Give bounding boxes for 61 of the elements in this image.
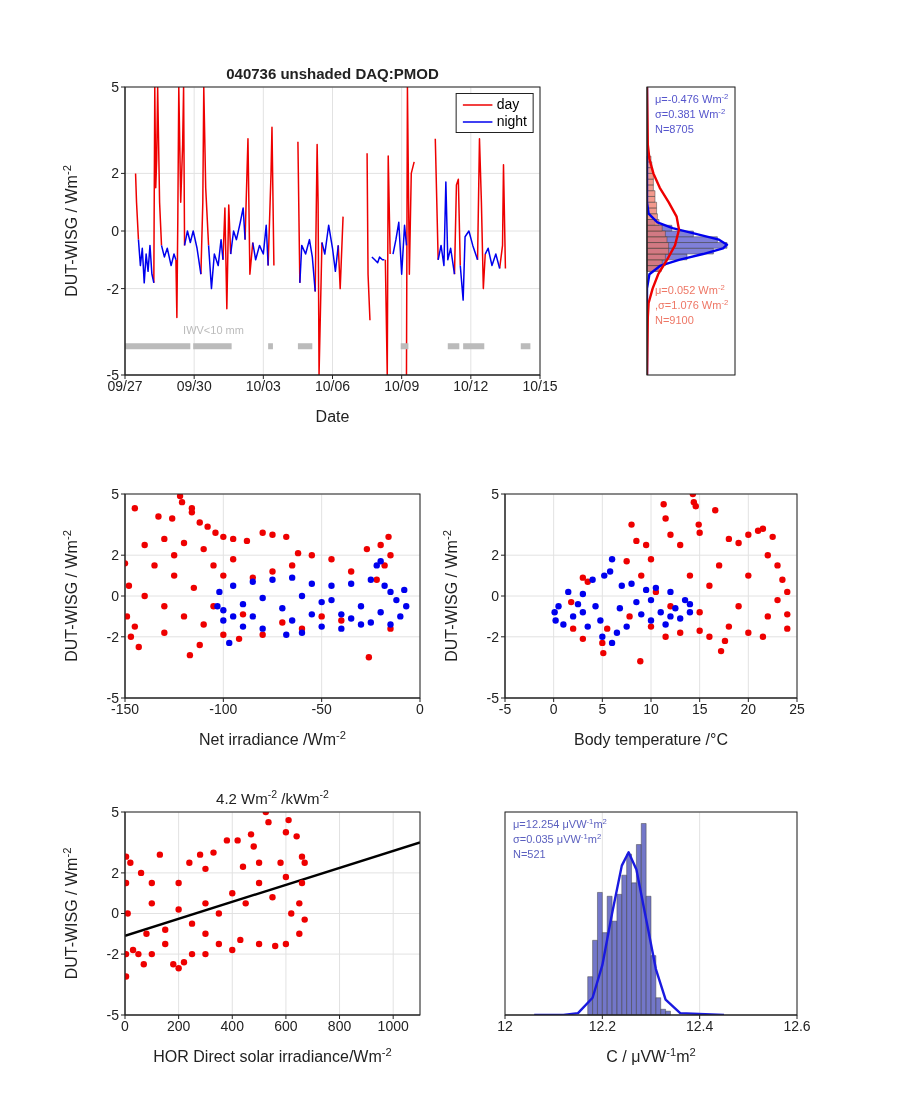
y-tick-label: 5 <box>111 78 120 95</box>
x-axis-title: Body temperature /°C <box>573 731 729 748</box>
x-tick-label: 400 <box>220 1017 245 1034</box>
annotation: μ=-0.476 Wm$^{-2}$ <box>655 91 729 105</box>
x-tick-label: 12 <box>497 1017 513 1034</box>
x-tick-label: 10/09 <box>384 377 420 394</box>
x-tick-label: 12.4 <box>686 1017 714 1034</box>
x-tick-label: 0 <box>416 700 425 717</box>
y-tick-label: 0 <box>111 905 120 922</box>
annotation: σ=0.035 μVW$^{-1}$m$^{2}$ <box>513 831 602 845</box>
y-tick-label: 2 <box>111 165 120 182</box>
x-axis-title: C / μVW$^{-1}$m$^{2}$ <box>606 1046 696 1065</box>
x-tick-label: 5 <box>598 700 607 717</box>
annotation: σ=0.381 Wm$^{-2}$ <box>655 106 726 120</box>
y-tick-label: 5 <box>491 485 500 502</box>
x-tick-label: 25 <box>789 700 805 717</box>
y-tick-label: 2 <box>111 547 120 564</box>
x-tick-label: 10/15 <box>522 377 558 394</box>
annotation: N=8705 <box>655 123 694 135</box>
x-tick-label: 0 <box>549 700 558 717</box>
y-tick-label: -5 <box>486 689 500 706</box>
y-tick-label: -5 <box>106 1006 120 1023</box>
x-tick-label: 10/03 <box>245 377 282 394</box>
x-tick-label: 10/06 <box>314 377 351 394</box>
x-tick-label: -50 <box>311 700 332 717</box>
annotation: μ=12.254 μVW$^{-1}$m$^{2}$ <box>513 816 607 830</box>
x-tick-label: 800 <box>327 1017 352 1034</box>
x-axis-title: Date <box>315 408 350 425</box>
x-tick-label: 200 <box>166 1017 191 1034</box>
y-tick-label: 0 <box>491 587 500 604</box>
chart-title: 4.2 Wm$^{-2}$ /kWm$^{-2}$ <box>216 788 330 807</box>
y-tick-label: -2 <box>106 628 120 645</box>
x-tick-label: 15 <box>691 700 708 717</box>
x-tick-label: 12.6 <box>783 1017 811 1034</box>
series-label: IWV<10 mm <box>183 324 244 337</box>
x-tick-label: 20 <box>740 700 757 717</box>
x-tick-label: 10/12 <box>453 377 489 394</box>
legend-label: day <box>496 96 520 113</box>
x-axis-title: HOR Direct solar irradiance/Wm$^{-2}$ <box>153 1046 392 1065</box>
y-tick-label: -2 <box>486 628 500 645</box>
y-tick-label: -2 <box>106 280 120 297</box>
y-tick-label: 2 <box>491 547 500 564</box>
y-tick-label: -2 <box>106 946 120 963</box>
x-tick-label: 12.2 <box>588 1017 617 1034</box>
y-tick-label: 0 <box>111 587 120 604</box>
chart-title: 040736 unshaded DAQ:PMOD <box>226 65 439 82</box>
y-tick-label: 5 <box>111 485 120 502</box>
y-tick-label: 5 <box>111 803 120 820</box>
x-tick-label: 600 <box>274 1017 298 1034</box>
annotation: μ=0.052 Wm$^{-2}$ <box>655 282 725 297</box>
x-axis-title: Net irradiance /Wm$^{-2}$ <box>199 729 346 748</box>
y-tick-label: 0 <box>111 222 120 239</box>
y-tick-label: 2 <box>111 864 120 881</box>
legend-label: night <box>496 113 527 130</box>
annotation: N=521 <box>513 848 546 860</box>
annotation: N=9100 <box>655 314 694 327</box>
x-tick-label: 09/30 <box>176 377 212 394</box>
x-tick-label: -100 <box>209 700 238 717</box>
x-tick-label: 1000 <box>377 1017 409 1034</box>
annotation: ,σ=1.076 Wm$^{-2}$ <box>655 297 729 312</box>
x-tick-label: 10 <box>643 700 659 717</box>
